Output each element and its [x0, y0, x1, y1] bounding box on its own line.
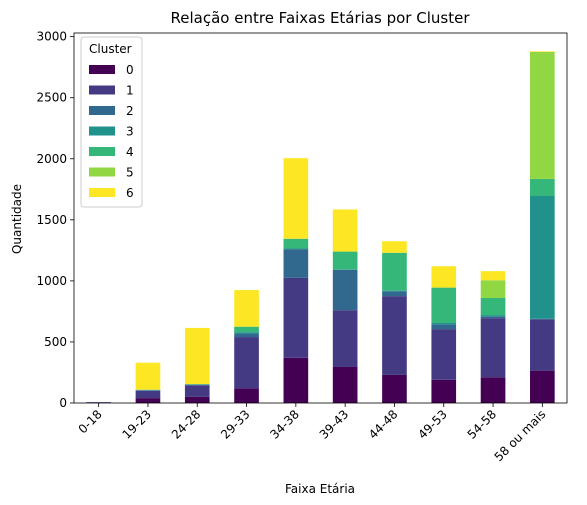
legend-swatch-cluster-1 [89, 85, 115, 95]
bar-segment-39-43-cluster-1 [332, 310, 358, 367]
bar-segment-29-33-cluster-4 [234, 326, 259, 333]
bar-segment-49-53-cluster-4 [431, 287, 457, 324]
y-tick-label: 0 [59, 396, 67, 410]
bar-segment-24-28-cluster-0 [184, 396, 210, 403]
bar-segment-44-48-cluster-1 [382, 296, 407, 375]
legend-label-cluster-0: 0 [126, 63, 134, 77]
y-tick-label: 3000 [36, 30, 67, 44]
x-tick-label: 29-33 [218, 407, 253, 442]
bar-segment-49-53-cluster-3 [431, 323, 457, 325]
y-tick-label: 1500 [36, 213, 67, 227]
legend-title: Cluster [89, 42, 132, 56]
y-tick-label: 2500 [36, 91, 67, 105]
bar-segment-34-38-cluster-4 [283, 238, 309, 249]
bar-segment-39-43-cluster-0 [332, 366, 358, 403]
legend-swatch-cluster-3 [89, 126, 115, 136]
x-tick-label: 0-18 [76, 407, 105, 436]
bar-segment-54-58-cluster-6 [480, 271, 506, 281]
bar-segment-39-43-cluster-4 [332, 251, 358, 270]
bar-segment-54-58-cluster-1 [480, 318, 506, 378]
bar-segment-29-33-cluster-0 [234, 388, 259, 403]
x-axis-label: Faixa Etária [285, 482, 355, 496]
bar-segment-19-23-cluster-0 [135, 398, 161, 403]
bar-segment-54-58-cluster-5 [480, 280, 506, 298]
legend-swatch-cluster-2 [89, 106, 115, 115]
bar-segment-39-43-cluster-3 [332, 269, 358, 270]
x-tick-label: 34-38 [267, 407, 302, 442]
bar-segment-44-48-cluster-0 [382, 374, 407, 403]
bar-segment-49-53-cluster-6 [431, 266, 457, 288]
bar-segment-54-58-cluster-0 [480, 377, 506, 403]
legend-label-cluster-5: 5 [126, 166, 134, 180]
bar-segment-44-48-cluster-3 [382, 290, 407, 292]
bar-segment-39-43-cluster-6 [332, 209, 358, 252]
x-tick-label: 58 ou mais [492, 407, 549, 464]
bar-segment-39-43-cluster-2 [332, 269, 358, 311]
bar-segment-49-53-cluster-2 [431, 324, 457, 330]
y-tick-label: 500 [44, 335, 67, 349]
plot-frame [73, 32, 568, 404]
bar-segment-34-38-cluster-2 [283, 249, 309, 278]
bar-segment-24-28-cluster-2 [184, 384, 210, 386]
bar-segment-44-48-cluster-4 [382, 252, 407, 291]
legend-label-cluster-4: 4 [126, 145, 134, 159]
y-tick-label: 2000 [36, 152, 67, 166]
x-tick-label: 44-48 [366, 407, 401, 442]
legend-label-cluster-3: 3 [126, 125, 134, 139]
bar-segment-34-38-cluster-0 [283, 357, 309, 403]
bar-segment-34-38-cluster-6 [283, 158, 309, 239]
x-tick-label: 39-43 [317, 407, 352, 442]
y-axis-label: Quantidade [10, 184, 24, 254]
x-tick-label: 54-58 [465, 407, 500, 442]
bar-segment-58-ou-mais-cluster-1 [530, 319, 555, 371]
bar-segment-19-23-cluster-2 [135, 390, 161, 391]
bar-segment-19-23-cluster-6 [135, 362, 161, 390]
bar-segment-0-18-cluster-1 [86, 402, 111, 403]
legend-swatch-cluster-4 [89, 147, 115, 156]
x-tick-label: 24-28 [169, 407, 204, 442]
x-tick-label: 49-53 [415, 407, 450, 442]
legend-swatch-cluster-5 [89, 167, 115, 177]
x-tick-label: 19-23 [120, 407, 155, 442]
bar-segment-24-28-cluster-6 [184, 327, 210, 385]
bar-segment-54-58-cluster-4 [480, 297, 506, 316]
legend: Cluster 0 1 2 3 4 5 6 [80, 36, 143, 208]
bar-segment-29-33-cluster-3 [234, 332, 259, 334]
bar-segment-54-58-cluster-2 [480, 316, 506, 319]
y-tick-label: 1000 [36, 274, 67, 288]
bar-segment-44-48-cluster-6 [382, 241, 407, 253]
bar-segment-44-48-cluster-2 [382, 291, 407, 297]
bar-segment-58-ou-mais-cluster-5 [530, 51, 555, 179]
bar-segment-49-53-cluster-0 [431, 379, 457, 403]
bar-segment-49-53-cluster-1 [431, 329, 457, 380]
chart-title: Relação entre Faixas Etárias por Cluster [171, 9, 471, 27]
legend-label-cluster-2: 2 [126, 104, 134, 118]
bar-segment-58-ou-mais-cluster-4 [530, 178, 555, 197]
bar-segment-29-33-cluster-1 [234, 337, 259, 389]
bar-segment-34-38-cluster-3 [283, 248, 309, 250]
legend-swatch-cluster-0 [89, 65, 115, 74]
bar-segment-54-58-cluster-3 [480, 315, 506, 317]
legend-box [80, 36, 143, 208]
bar-segment-34-38-cluster-1 [283, 277, 309, 358]
legend-label-cluster-6: 6 [126, 186, 134, 200]
bar-segment-58-ou-mais-cluster-0 [530, 370, 555, 403]
bar-segment-58-ou-mais-cluster-3 [530, 196, 555, 319]
bar-segment-24-28-cluster-1 [184, 385, 210, 397]
legend-swatch-cluster-6 [89, 188, 115, 197]
bar-segment-19-23-cluster-1 [135, 390, 161, 399]
legend-label-cluster-1: 1 [126, 84, 134, 98]
bar-segment-58-ou-mais-cluster-6 [530, 51, 555, 52]
bar-segment-58-ou-mais-cluster-2 [530, 318, 555, 320]
bar-segment-29-33-cluster-2 [234, 333, 259, 338]
bar-segment-29-33-cluster-6 [234, 290, 259, 327]
